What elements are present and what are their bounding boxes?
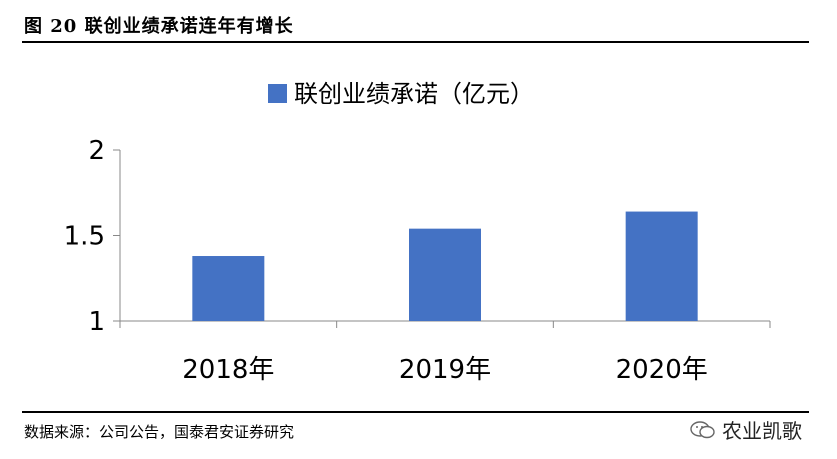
y-tick-label: 1.5 xyxy=(64,222,105,252)
x-tick-label: 2018年 xyxy=(182,355,274,385)
wechat-icon xyxy=(690,420,715,438)
x-tick-label: 2019年 xyxy=(399,355,491,385)
y-tick-label: 2 xyxy=(88,136,105,166)
bar xyxy=(409,228,481,321)
bottom-rule xyxy=(22,411,809,413)
watermark-text: 农业凯歌 xyxy=(722,419,802,443)
source-note: 数据来源：公司公告，国泰君安证券研究 xyxy=(24,423,295,441)
figure-title: 图 20 联创业绩承诺连年有增长 xyxy=(24,16,294,37)
y-tick-label: 1 xyxy=(88,307,105,337)
x-tick-label: 2020年 xyxy=(616,355,708,385)
top-rule xyxy=(22,41,809,43)
legend-swatch xyxy=(268,84,287,103)
bar xyxy=(625,211,698,321)
legend-label: 联创业绩承诺（亿元） xyxy=(294,80,534,108)
bar xyxy=(192,256,265,321)
watermark: 农业凯歌 xyxy=(690,415,802,444)
